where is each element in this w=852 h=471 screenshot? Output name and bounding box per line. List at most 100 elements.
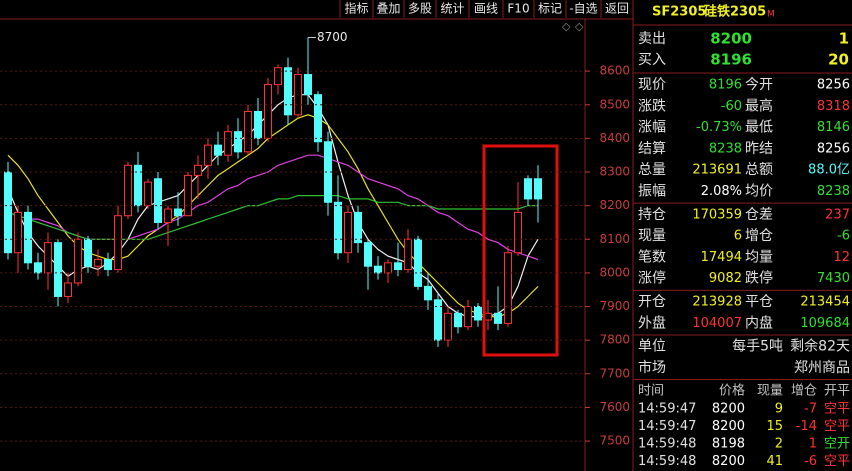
quote-value: 213928 — [692, 295, 742, 310]
quote-value: 237 — [825, 207, 850, 222]
trade-cell: 14:59:48 — [638, 437, 696, 452]
trade-cell: 1 — [809, 437, 817, 452]
candle-body — [494, 312, 502, 324]
book-label: 卖出 — [638, 31, 666, 47]
info-text: 剩余82天 — [790, 338, 850, 355]
y-tick-label: 7500 — [599, 434, 630, 448]
candle-body — [184, 174, 192, 217]
y-tick-label: 8600 — [599, 64, 630, 78]
toolbar-button[interactable]: 返回 — [605, 2, 629, 16]
quote-label: 仓差 — [745, 207, 773, 223]
trade-cell: -6 — [804, 454, 817, 469]
toolbar-button[interactable]: 多股 — [408, 2, 432, 16]
quote-value: 88.0亿 — [808, 163, 850, 178]
trade-cell: 空平 — [824, 454, 850, 469]
candle-body — [74, 238, 82, 284]
candle-body — [534, 178, 542, 200]
quote-label: 涨幅 — [638, 120, 666, 136]
toolbar-button[interactable]: 叠加 — [376, 2, 400, 16]
quote-value: 8238 — [817, 184, 850, 199]
trade-header: 增仓 — [791, 384, 817, 399]
candle-body — [4, 171, 12, 254]
candle-body — [434, 299, 442, 341]
candle-body — [94, 258, 102, 267]
candle-body — [64, 282, 72, 297]
toolbar-button[interactable]: 指标 — [344, 1, 368, 16]
moving-average — [7, 114, 539, 318]
quote-label: 跌停 — [745, 270, 773, 287]
book-volume: 20 — [828, 51, 849, 69]
quote-label: 振幅 — [638, 184, 666, 200]
moving-average — [7, 195, 538, 240]
y-tick-label: 8500 — [599, 97, 630, 111]
toolbar-button[interactable]: 画线 — [474, 2, 498, 16]
candle-body — [374, 265, 382, 274]
candle-body — [274, 67, 282, 86]
candle-body — [34, 262, 42, 274]
quote-label: 涨跌 — [638, 98, 666, 114]
y-tick-label: 8000 — [599, 265, 630, 279]
quote-label: 最高 — [745, 97, 773, 114]
book-price: 8200 — [710, 30, 752, 48]
candle-body — [404, 238, 412, 271]
candle-body — [44, 242, 52, 274]
toolbar-button[interactable]: -自选 — [569, 2, 597, 16]
book-price: 8196 — [710, 51, 752, 69]
book-label: 买入 — [638, 52, 666, 68]
toolbar-button[interactable]: 标记 — [538, 2, 562, 16]
trade-cell: 14:59:47 — [638, 402, 696, 417]
trade-header: 价格 — [719, 383, 745, 399]
candle-body — [294, 73, 302, 116]
quote-label: 增仓 — [745, 228, 773, 244]
candle-body — [524, 178, 532, 200]
quote-value: 8256 — [817, 141, 850, 156]
candle-body — [84, 238, 92, 267]
candle-body — [114, 215, 122, 271]
quote-label: 涨停 — [638, 270, 666, 287]
y-tick-label: 7600 — [599, 400, 630, 414]
highlight-box — [482, 144, 559, 357]
trade-cell: 14:59:47 — [638, 419, 696, 434]
quote-value: 104007 — [692, 316, 742, 331]
quote-label: 昨结 — [745, 141, 773, 157]
candle-body — [514, 211, 522, 254]
quote-value: -6 — [837, 229, 850, 244]
peak-label: 8700 — [317, 30, 348, 44]
quote-label: 内盘 — [745, 314, 773, 331]
quote-label: 均价 — [745, 184, 773, 200]
quote-value: 170359 — [692, 207, 742, 222]
contract-code: SF2305 — [652, 5, 706, 20]
trade-cell: 空平 — [824, 402, 850, 417]
trade-header: 开平 — [824, 384, 850, 399]
quote-label: 总额 — [745, 162, 773, 178]
candle-body — [364, 242, 372, 267]
quote-value: 213454 — [800, 295, 850, 310]
quote-value: 6 — [734, 229, 742, 244]
candle-body — [234, 131, 242, 153]
toolbar-button[interactable]: F10 — [507, 2, 529, 16]
trade-cell: 8198 — [712, 437, 745, 452]
quote-value: -0.73% — [696, 120, 742, 135]
info-text: 郑州商品 — [794, 360, 850, 376]
candle-body — [484, 312, 492, 321]
trade-cell: -7 — [804, 402, 817, 417]
quote-value: 8256 — [817, 78, 850, 93]
quote-value: 12 — [833, 250, 850, 265]
candle-body — [334, 201, 342, 254]
toolbar-button[interactable]: 统计 — [440, 2, 464, 16]
candle-body — [164, 208, 172, 223]
candle-body — [154, 178, 162, 223]
y-tick-label: 8400 — [599, 131, 630, 145]
candle-body — [454, 312, 462, 328]
candle-body — [14, 211, 22, 254]
quote-value: -60 — [721, 99, 742, 114]
candle-body — [214, 144, 222, 156]
quote-label: 现价 — [638, 77, 666, 93]
quote-label: 平仓 — [745, 294, 773, 310]
quote-value: 7430 — [817, 271, 850, 286]
trade-cell: -14 — [796, 419, 817, 434]
info-text: 每手5吨 — [732, 339, 783, 355]
candle-body — [24, 211, 32, 264]
